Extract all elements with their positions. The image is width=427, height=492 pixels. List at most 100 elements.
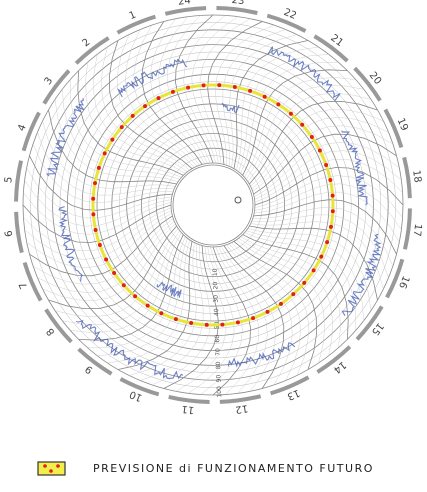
scale-label: 90 (215, 374, 222, 382)
rim-segment (270, 375, 310, 396)
rim-segment (266, 13, 307, 33)
forecast-dot (186, 85, 191, 90)
time-line (222, 29, 286, 167)
rim-segment (21, 111, 41, 152)
forecast-dot (159, 311, 164, 316)
time-line (212, 246, 251, 396)
grid-circle (111, 103, 315, 307)
rim-segment (14, 211, 24, 254)
time-line (215, 24, 275, 166)
trace (341, 233, 382, 316)
grid-circle (118, 110, 308, 300)
time-line (228, 243, 301, 381)
time-line (100, 46, 190, 171)
time-line (231, 242, 309, 376)
forecast-dot (311, 268, 316, 273)
time-line (226, 244, 293, 385)
time-line (254, 167, 404, 206)
time-line (244, 77, 356, 178)
forecast-dot (96, 165, 101, 170)
rim-segment (77, 347, 113, 376)
time-line (250, 221, 384, 290)
hour-label: 3 (43, 75, 56, 87)
time-line (133, 25, 200, 166)
forecast-dot (330, 209, 335, 214)
time-line (183, 15, 226, 164)
time-line (93, 54, 188, 172)
grid-circle (148, 140, 278, 270)
time-line (87, 236, 186, 348)
scale-label: 80 (215, 361, 222, 369)
rim-segment (168, 395, 210, 404)
forecast-dot (217, 83, 222, 88)
rim-segment (385, 258, 405, 299)
time-line (246, 85, 364, 180)
hour-label: 24 (177, 0, 191, 8)
time-line (37, 220, 175, 293)
hour-label: 2 (81, 37, 93, 50)
rim-segment (403, 208, 412, 250)
scale-label: 20 (212, 281, 219, 289)
hour-label: 1 (128, 10, 138, 23)
scale-label: 60 (214, 335, 221, 343)
hour-label: 4 (16, 123, 29, 133)
time-line (33, 218, 174, 285)
time-line (23, 207, 172, 252)
time-line (32, 143, 174, 203)
time-line (70, 232, 182, 333)
hour-label: 12 (235, 402, 249, 415)
hour-label: 8 (45, 326, 58, 338)
time-line (251, 117, 389, 190)
forecast-dot (130, 113, 135, 118)
rim-segment (313, 34, 349, 63)
time-line (254, 175, 403, 218)
time-line (166, 15, 211, 164)
forecast-dot (110, 137, 115, 142)
time-line (29, 155, 173, 211)
grid-circle (163, 155, 263, 255)
time-line (223, 245, 285, 389)
time-line (54, 228, 179, 318)
grid-circle (126, 118, 300, 292)
forecast-dot (102, 151, 107, 156)
forecast-dot (248, 88, 253, 93)
forecast-dot (235, 320, 240, 325)
time-line (207, 21, 263, 165)
time-line (37, 132, 175, 196)
forecast-dot (204, 322, 209, 327)
time-line (247, 92, 372, 182)
hour-label: 9 (83, 363, 95, 376)
legend: PREVISIONE di FUNZIONAMENTO FUTURO (37, 461, 372, 476)
forecast-dot (189, 320, 194, 325)
rim-segment (355, 305, 384, 341)
time-line (218, 246, 268, 394)
time-line (250, 109, 384, 187)
rim-segment (44, 308, 73, 344)
time-line (78, 234, 184, 341)
trace (76, 319, 184, 380)
hour-label: 7 (18, 280, 31, 290)
rim-segment (383, 108, 404, 148)
forecast-dot (317, 148, 322, 153)
forecast-dot (278, 301, 283, 306)
time-line (140, 243, 204, 381)
rim-segment (164, 6, 207, 16)
forecast-dot (328, 224, 333, 229)
time-line (175, 14, 214, 164)
time-line (29, 215, 173, 277)
rim-segment (316, 345, 352, 374)
forecast-dot (328, 178, 333, 183)
forecast-ring (91, 83, 335, 327)
time-line (247, 228, 372, 311)
time-line (242, 234, 349, 340)
time-line (240, 62, 339, 174)
forecast-dot (265, 309, 270, 314)
time-line (70, 79, 182, 178)
rim-segment (119, 377, 160, 397)
time-line (251, 214, 389, 278)
time-line (24, 210, 172, 260)
forecast-dot (93, 181, 98, 186)
forecast-dot (276, 102, 281, 107)
